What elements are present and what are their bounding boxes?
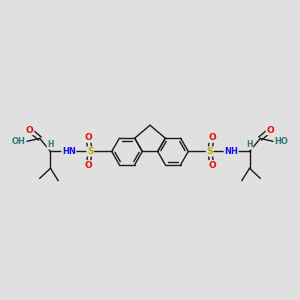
Text: OH: OH (12, 137, 26, 146)
Text: O: O (208, 133, 216, 142)
Text: H: H (47, 140, 54, 149)
Text: H: H (246, 140, 253, 149)
Text: O: O (84, 133, 92, 142)
Text: O: O (84, 161, 92, 170)
Text: O: O (266, 125, 274, 134)
Text: S: S (87, 147, 94, 156)
Text: NH: NH (224, 147, 238, 156)
Text: HN: HN (62, 147, 76, 156)
Text: HO: HO (274, 137, 288, 146)
Text: S: S (206, 147, 213, 156)
Text: O: O (208, 161, 216, 170)
Text: O: O (26, 125, 34, 134)
